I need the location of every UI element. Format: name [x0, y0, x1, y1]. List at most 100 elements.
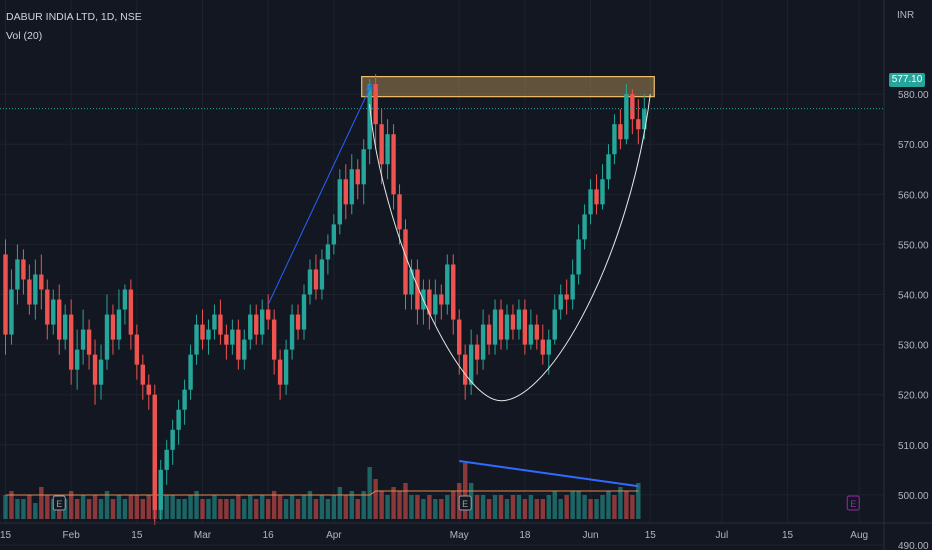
candle-body — [522, 309, 528, 345]
candle-body — [128, 289, 134, 335]
earnings-marker-box — [846, 495, 860, 511]
x-tick-label: Feb — [63, 530, 81, 541]
candle-body — [27, 279, 32, 305]
volume-bar — [176, 499, 181, 519]
volume-bar — [582, 495, 587, 519]
volume-bar — [439, 499, 444, 519]
volume-bar — [337, 487, 343, 519]
x-tick-label: 15 — [645, 530, 657, 541]
candle-body — [367, 84, 372, 150]
candle-body — [15, 259, 20, 290]
candle-body — [200, 324, 205, 340]
candle-body — [218, 314, 223, 335]
volume-bar — [277, 495, 283, 519]
volume-bar — [552, 491, 557, 519]
volume-bar — [110, 499, 116, 519]
volume-bar — [236, 495, 241, 519]
candle-body — [355, 169, 360, 185]
y-tick-label: 570.00 — [898, 140, 929, 151]
volume-bar — [343, 495, 348, 519]
candle-body — [158, 469, 163, 510]
volume-indicator-label[interactable]: Vol (20) — [6, 30, 43, 42]
candle-body — [9, 289, 14, 335]
volume-bar — [528, 495, 534, 519]
volume-bar — [271, 491, 277, 519]
volume-bar — [379, 491, 384, 519]
volume-bar — [516, 495, 522, 519]
candle-body — [319, 259, 325, 290]
candle-body — [373, 84, 378, 125]
volume-bars — [3, 455, 641, 519]
volume-bar — [254, 499, 259, 519]
x-tick-label: 16 — [263, 530, 275, 541]
volume-bar — [480, 495, 486, 519]
volume-bar — [385, 495, 390, 519]
earnings-marker: E — [458, 495, 472, 511]
volume-bar — [218, 499, 223, 519]
candle-body — [516, 309, 522, 330]
volume-bar — [15, 499, 20, 519]
volume-bar — [134, 495, 140, 519]
symbol-title[interactable]: DABUR INDIA LTD, 1D, NSE — [6, 11, 142, 23]
volume-bar — [164, 495, 169, 519]
volume-bar — [68, 491, 74, 519]
volume-bar — [27, 495, 32, 519]
volume-bar — [307, 491, 313, 519]
volume-bar — [33, 503, 38, 519]
volume-bar — [576, 491, 581, 519]
candle-body — [206, 329, 211, 340]
candle-body — [552, 309, 557, 340]
volume-bar — [504, 499, 510, 519]
candle-body — [606, 154, 611, 180]
grid-lines — [0, 0, 884, 546]
volume-bar — [74, 499, 80, 519]
volume-bar — [188, 495, 193, 519]
candle-body — [439, 294, 444, 305]
candle-body — [277, 359, 283, 385]
candle-body — [498, 309, 504, 340]
volume-bar — [522, 499, 528, 519]
volume-bar — [104, 491, 110, 519]
volume-bar — [600, 495, 605, 519]
candle-body — [349, 169, 354, 205]
candle-body — [385, 134, 390, 165]
candle-body — [451, 264, 456, 320]
candle-body — [21, 259, 26, 280]
volume-bar — [498, 495, 504, 519]
candle-body — [104, 314, 110, 360]
volume-bar — [301, 495, 307, 519]
volume-bar — [373, 479, 378, 519]
last-price-badge: 577.10 — [889, 73, 925, 87]
candle-body — [624, 94, 629, 140]
x-tick-label: Jul — [716, 530, 729, 541]
candle-body — [642, 109, 647, 130]
volume-bar — [636, 483, 641, 519]
candle-body — [122, 289, 128, 310]
volume-bar — [415, 495, 420, 519]
earnings-marker-box — [458, 495, 472, 511]
volume-bar — [224, 499, 229, 519]
volume-bar — [260, 495, 265, 519]
candle-body — [194, 324, 199, 355]
y-tick-label: 560.00 — [898, 190, 929, 201]
currency-label[interactable]: INR — [897, 10, 915, 21]
volume-bar — [355, 499, 360, 519]
x-tick-label: 18 — [519, 530, 531, 541]
candle-body — [427, 289, 432, 315]
earnings-marker-box — [52, 495, 66, 511]
candle-body — [630, 94, 635, 120]
candle-body — [80, 329, 86, 350]
x-tick-label: 15 — [131, 530, 143, 541]
volume-bar — [289, 495, 295, 519]
candle-body — [271, 319, 277, 360]
volume-bar — [265, 499, 271, 519]
candle-body — [295, 314, 301, 330]
candle-body — [403, 229, 408, 295]
candle-body — [86, 329, 92, 355]
volume-bar — [39, 487, 44, 519]
x-tick-label: Aug — [850, 530, 868, 541]
candle-body — [594, 189, 599, 205]
